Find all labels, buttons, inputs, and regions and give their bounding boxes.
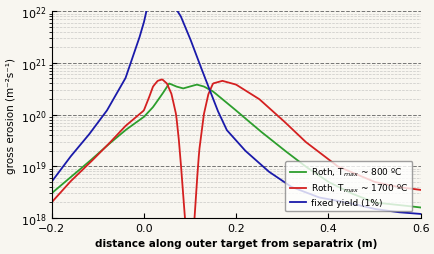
Roth, T$_{max}$ ~ 1700 ºC [270,110,275,113]
Roth, T$_{max}$ ~ 1700 ºC [225,82,230,85]
fixed yield (1%) [417,213,422,216]
Roth, T$_{max}$ ~ 800 ºC [249,123,254,126]
fixed yield (1%) [249,155,254,158]
Roth, T$_{max}$ ~ 1700 ºC [227,82,233,85]
Roth, T$_{max}$ ~ 800 ºC [352,193,357,196]
Roth, T$_{max}$ ~ 1700 ºC [417,189,422,192]
Line: Roth, T$_{max}$ ~ 800 ºC: Roth, T$_{max}$ ~ 800 ºC [52,84,420,208]
X-axis label: distance along outer target from separatrix (m): distance along outer target from separat… [95,239,376,248]
Roth, T$_{max}$ ~ 1700 ºC [352,173,357,176]
fixed yield (1%) [352,203,357,206]
Roth, T$_{max}$ ~ 800 ºC [224,103,230,106]
Legend: Roth, T$_{max}$ ~ 800 ºC, Roth, T$_{max}$ ~ 1700 ºC, fixed yield (1%): Roth, T$_{max}$ ~ 800 ºC, Roth, T$_{max}… [285,162,411,212]
Line: Roth, T$_{max}$ ~ 1700 ºC: Roth, T$_{max}$ ~ 1700 ºC [52,80,420,254]
Roth, T$_{max}$ ~ 1700 ºC [410,188,415,191]
fixed yield (1%) [49,181,54,184]
Roth, T$_{max}$ ~ 800 ºC [269,139,274,142]
Roth, T$_{max}$ ~ 1700 ºC [250,94,255,97]
Roth, T$_{max}$ ~ 800 ºC [49,192,54,195]
Y-axis label: gross erosion (m⁻²s⁻¹): gross erosion (m⁻²s⁻¹) [6,57,16,173]
Roth, T$_{max}$ ~ 1700 ºC [49,201,54,204]
Roth, T$_{max}$ ~ 1700 ºC [159,79,164,82]
Roth, T$_{max}$ ~ 800 ºC [227,104,232,107]
Roth, T$_{max}$ ~ 800 ºC [417,206,422,209]
Line: fixed yield (1%): fixed yield (1%) [52,0,420,214]
Roth, T$_{max}$ ~ 800 ºC [166,83,171,86]
fixed yield (1%) [227,132,232,135]
fixed yield (1%) [409,212,414,215]
fixed yield (1%) [224,130,230,133]
Roth, T$_{max}$ ~ 800 ºC [409,205,414,208]
fixed yield (1%) [269,172,274,176]
